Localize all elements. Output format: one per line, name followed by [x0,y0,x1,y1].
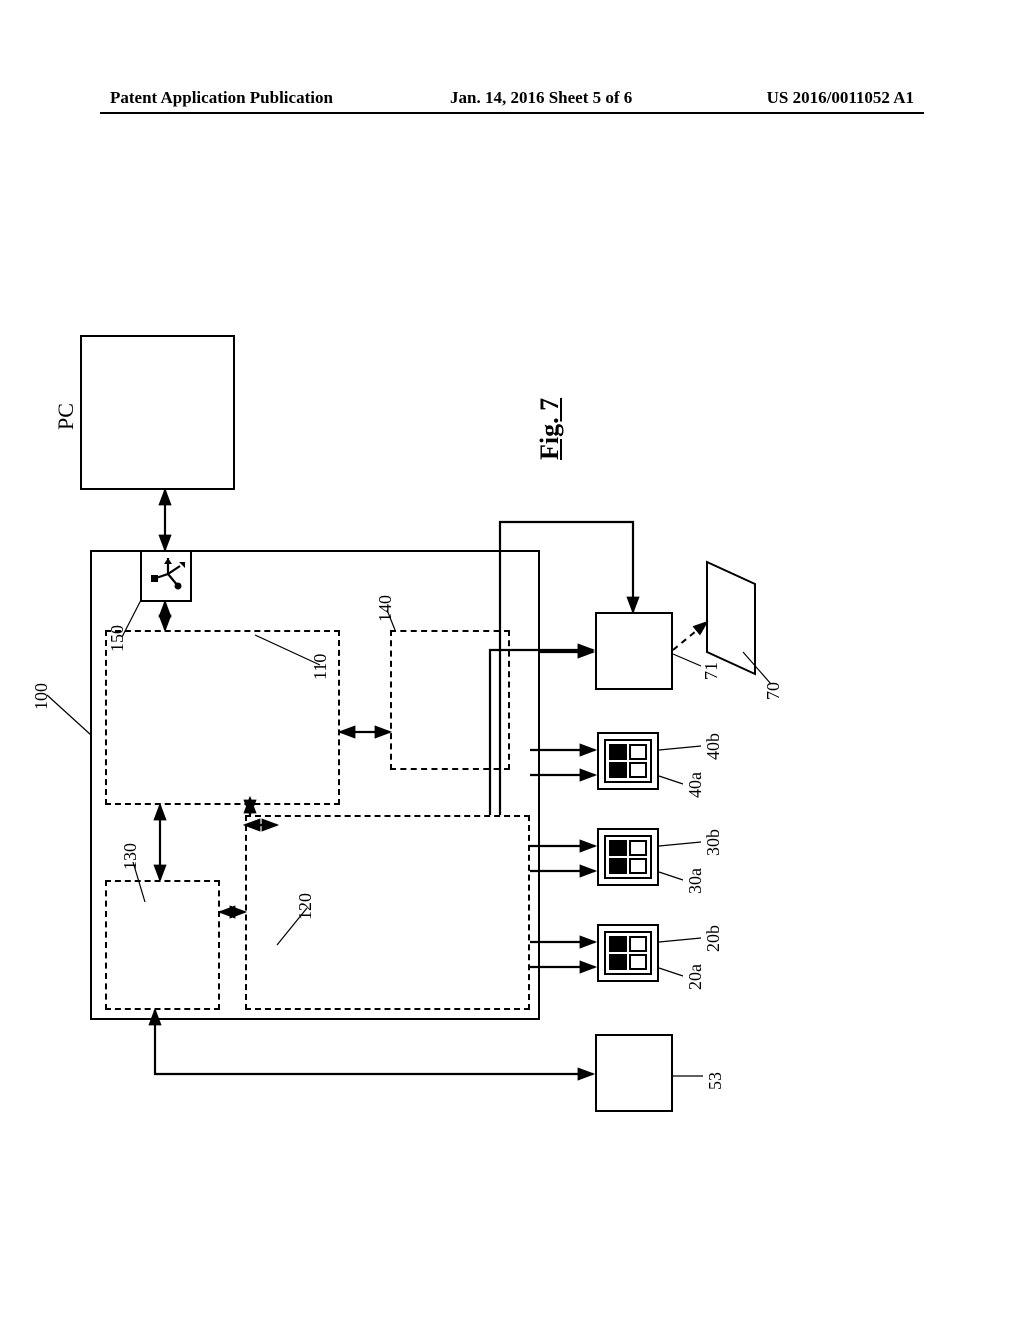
page-header: Patent Application Publication Jan. 14, … [110,88,914,108]
arrow-to-71 [0,180,815,1120]
header-right: US 2016/0011052 A1 [767,88,914,108]
header-center: Jan. 14, 2016 Sheet 5 of 6 [450,88,632,108]
figure-7: PC [5,330,945,970]
header-rule [100,112,924,114]
header-left: Patent Application Publication [110,88,333,107]
canvas: PC [0,180,815,1120]
page: Patent Application Publication Jan. 14, … [0,0,1024,1320]
